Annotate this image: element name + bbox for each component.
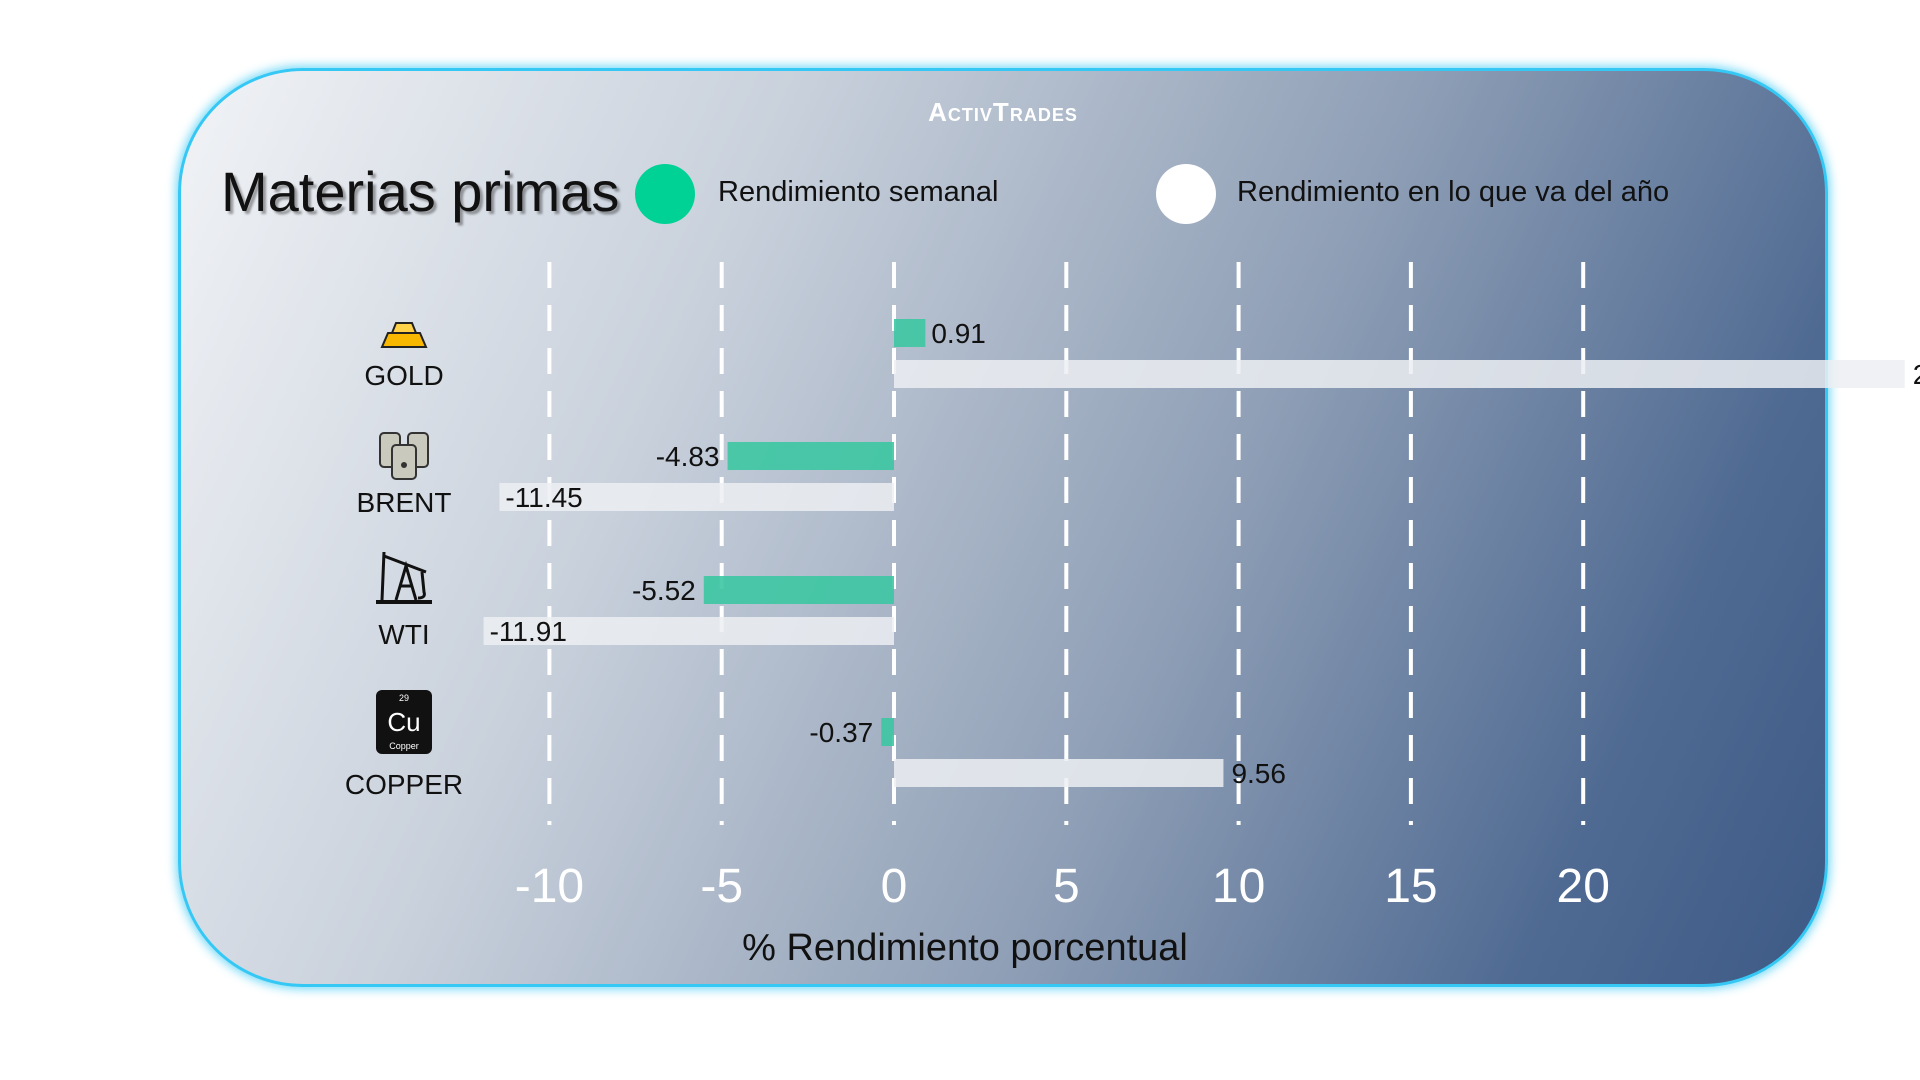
x-axis-label: % Rendimiento porcentual [742, 927, 1188, 969]
x-tick-label: 20 [1557, 860, 1610, 913]
category-label-brent: BRENT [357, 487, 452, 518]
value-label: -11.91 [490, 616, 567, 647]
gold-bars-icon [380, 322, 428, 348]
x-tick-label: 10 [1212, 860, 1265, 913]
svg-text:Cu: Cu [387, 707, 420, 737]
oil-pump-icon [376, 551, 432, 604]
oil-barrels-icon [379, 432, 429, 480]
x-tick-label: -10 [515, 860, 584, 913]
value-label: -11.45 [505, 482, 582, 513]
bar-weekly-brent [727, 442, 894, 470]
value-label: 0.91 [931, 318, 986, 349]
chart-title: Materias primas [221, 160, 620, 223]
legend-label-weekly: Rendimiento semanal [718, 176, 999, 208]
chart-panel: ActivTrades Materias primas Rendimiento … [178, 68, 1828, 987]
bar-ytd-gold [894, 360, 1905, 388]
value-label: 29.33 [1913, 359, 1920, 390]
svg-text:Copper: Copper [389, 741, 419, 751]
bar-ytd-wti [483, 617, 894, 645]
value-label: 9.56 [1231, 758, 1286, 789]
category-label-gold: GOLD [364, 360, 443, 391]
category-label-copper: COPPER [345, 769, 463, 800]
bar-ytd-brent [499, 483, 894, 511]
value-label: -5.52 [632, 575, 696, 606]
x-tick-label: 5 [1053, 860, 1080, 913]
x-tick-label: -5 [700, 860, 743, 913]
legend-label-ytd: Rendimiento en lo que va del año [1237, 176, 1670, 208]
activtrades-logo: ActivTrades [928, 97, 1078, 127]
bar-weekly-copper [881, 718, 894, 746]
x-tick-label: 15 [1384, 860, 1437, 913]
bar-weekly-gold [894, 319, 926, 347]
legend-swatch-ytd [1156, 164, 1216, 224]
category-label-wti: WTI [378, 619, 429, 650]
bar-ytd-copper [894, 759, 1224, 787]
legend-swatch-weekly [635, 164, 695, 224]
value-label: -0.37 [809, 717, 873, 748]
copper-element-icon: 29 Cu Copper [376, 690, 432, 754]
svg-text:29: 29 [399, 693, 409, 703]
x-tick-label: 0 [881, 860, 908, 913]
bar-weekly-wti [703, 576, 894, 604]
value-label: -4.83 [656, 441, 720, 472]
